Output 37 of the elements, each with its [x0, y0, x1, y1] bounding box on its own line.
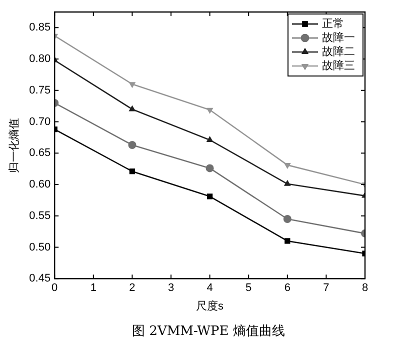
y-tick-label: 0.70: [29, 116, 51, 128]
x-tick-label: 2: [129, 282, 136, 294]
point: [284, 180, 291, 186]
x-tick-label: 4: [206, 282, 213, 294]
x-tick-label: 0: [52, 282, 58, 294]
point: [284, 238, 290, 244]
point: [206, 164, 214, 172]
legend-label: 故障一: [322, 30, 355, 44]
point: [128, 105, 136, 112]
x-tick-label: 1: [90, 282, 96, 294]
legend-label: 故障二: [322, 44, 355, 58]
point: [283, 215, 292, 224]
point: [206, 136, 214, 142]
point: [129, 168, 136, 174]
caption: 图 2VMM-WPE 熵值曲线: [131, 323, 286, 340]
x-tick-label: 5: [246, 282, 252, 294]
legend-label: 故障三: [322, 58, 355, 72]
y-tick-label: 0.50: [29, 241, 51, 254]
point: [128, 140, 136, 149]
y-tick-label: 0.45: [29, 272, 51, 285]
y-tick-label: 0.65: [29, 147, 51, 160]
y-tick-label: 0.85: [29, 22, 51, 34]
x-tick-label: 7: [323, 282, 330, 294]
point: [284, 163, 291, 170]
y-tick-label: 0.75: [29, 84, 51, 96]
y-axis-title: 归一化熵值: [8, 118, 21, 173]
y-tick-label: 0.55: [29, 210, 51, 222]
point: [128, 82, 136, 88]
legend-label: 正常: [322, 16, 344, 30]
y-tick-label: 0.80: [29, 53, 51, 66]
x-tick-label: 3: [168, 282, 174, 294]
x-tick-label: 6: [284, 282, 290, 294]
point: [206, 108, 214, 114]
x-axis-title: 尺度s: [196, 299, 224, 312]
x-tick-label: 8: [362, 282, 368, 294]
y-tick-label: 0.60: [29, 178, 51, 191]
point: [206, 194, 213, 200]
